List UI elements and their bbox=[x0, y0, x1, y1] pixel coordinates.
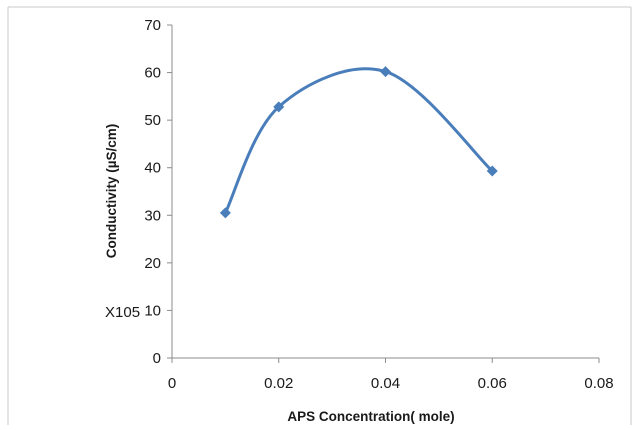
y-axis-title: Conductivity (µS/cm) bbox=[104, 124, 119, 259]
series-layer bbox=[219, 66, 498, 219]
x-tick-label: 0.06 bbox=[478, 375, 507, 392]
annotation-x105: X105 bbox=[105, 304, 140, 321]
data-point-marker bbox=[273, 101, 285, 113]
x-tick-label: 0 bbox=[168, 375, 176, 392]
y-tick-label: 50 bbox=[144, 112, 161, 129]
y-tick-label: 20 bbox=[144, 255, 161, 272]
x-ticks: 0 0.02 0.04 0.06 0.08 bbox=[168, 358, 614, 392]
y-tick-label: 0 bbox=[153, 350, 161, 367]
data-point-marker bbox=[219, 207, 231, 219]
y-tick-label: 40 bbox=[144, 160, 161, 177]
y-tick-label: 60 bbox=[144, 65, 161, 82]
x-tick-label: 0.02 bbox=[264, 375, 293, 392]
y-tick-label: 10 bbox=[144, 302, 161, 319]
data-point-marker bbox=[486, 165, 498, 177]
series-line bbox=[223, 67, 494, 215]
y-tick-label: 30 bbox=[144, 207, 161, 224]
x-tick-label: 0.04 bbox=[371, 375, 400, 392]
y-tick-label: 70 bbox=[144, 17, 161, 34]
data-point-marker bbox=[380, 66, 391, 78]
x-axis-title: APS Concentration( mole) bbox=[287, 409, 454, 424]
y-ticks: 0 10 20 30 40 50 60 70 bbox=[144, 17, 172, 367]
x-tick-label: 0.08 bbox=[584, 375, 613, 392]
